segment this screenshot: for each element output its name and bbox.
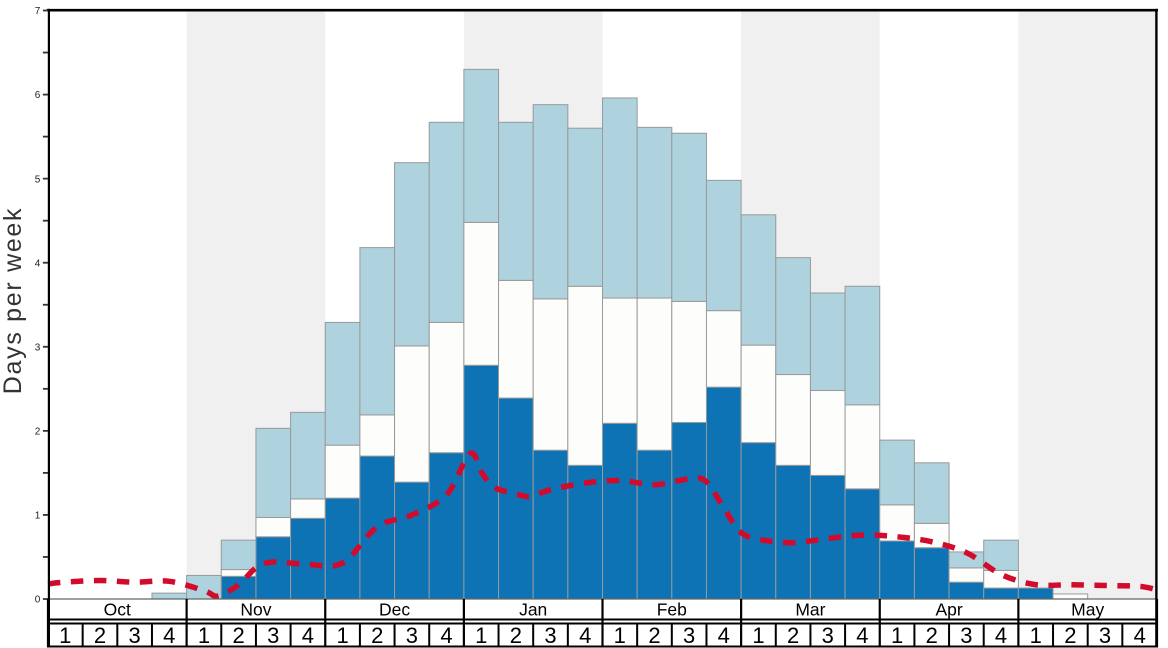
svg-text:3: 3 (544, 623, 556, 648)
svg-text:3: 3 (1099, 623, 1111, 648)
svg-text:4: 4 (35, 258, 41, 269)
svg-text:4: 4 (302, 623, 314, 648)
svg-text:1: 1 (336, 623, 348, 648)
svg-text:4: 4 (579, 623, 591, 648)
svg-text:May: May (1071, 600, 1104, 620)
svg-text:1: 1 (59, 623, 71, 648)
svg-text:3: 3 (683, 623, 695, 648)
svg-text:1: 1 (198, 623, 210, 648)
svg-text:4: 4 (995, 623, 1007, 648)
svg-text:2: 2 (787, 623, 799, 648)
svg-text:Days per week: Days per week (0, 207, 27, 394)
svg-text:3: 3 (406, 623, 418, 648)
svg-text:2: 2 (1064, 623, 1076, 648)
svg-text:2: 2 (371, 623, 383, 648)
svg-text:Mar: Mar (795, 600, 825, 620)
svg-text:4: 4 (856, 623, 868, 648)
svg-text:5: 5 (35, 174, 41, 185)
svg-text:Apr: Apr (935, 600, 962, 620)
svg-text:3: 3 (35, 342, 41, 353)
svg-text:Jan: Jan (519, 600, 547, 620)
svg-text:2: 2 (35, 426, 41, 437)
svg-text:1: 1 (614, 623, 626, 648)
svg-text:1: 1 (35, 511, 41, 522)
svg-text:Dec: Dec (379, 600, 410, 620)
svg-text:1: 1 (752, 623, 764, 648)
svg-text:3: 3 (822, 623, 834, 648)
svg-text:1: 1 (475, 623, 487, 648)
svg-text:3: 3 (267, 623, 279, 648)
svg-text:4: 4 (440, 623, 452, 648)
svg-text:Feb: Feb (657, 600, 687, 620)
svg-text:Nov: Nov (240, 600, 271, 620)
svg-text:2: 2 (926, 623, 938, 648)
svg-text:7: 7 (35, 6, 41, 17)
svg-text:Oct: Oct (104, 600, 131, 620)
svg-text:3: 3 (128, 623, 140, 648)
svg-text:2: 2 (510, 623, 522, 648)
svg-text:3: 3 (960, 623, 972, 648)
svg-text:1: 1 (1030, 623, 1042, 648)
svg-text:6: 6 (35, 90, 41, 101)
svg-text:2: 2 (648, 623, 660, 648)
svg-text:2: 2 (94, 623, 106, 648)
svg-text:2: 2 (232, 623, 244, 648)
svg-text:4: 4 (163, 623, 175, 648)
svg-text:1: 1 (891, 623, 903, 648)
svg-text:0: 0 (35, 595, 41, 606)
svg-text:4: 4 (718, 623, 730, 648)
svg-text:4: 4 (1134, 623, 1146, 648)
